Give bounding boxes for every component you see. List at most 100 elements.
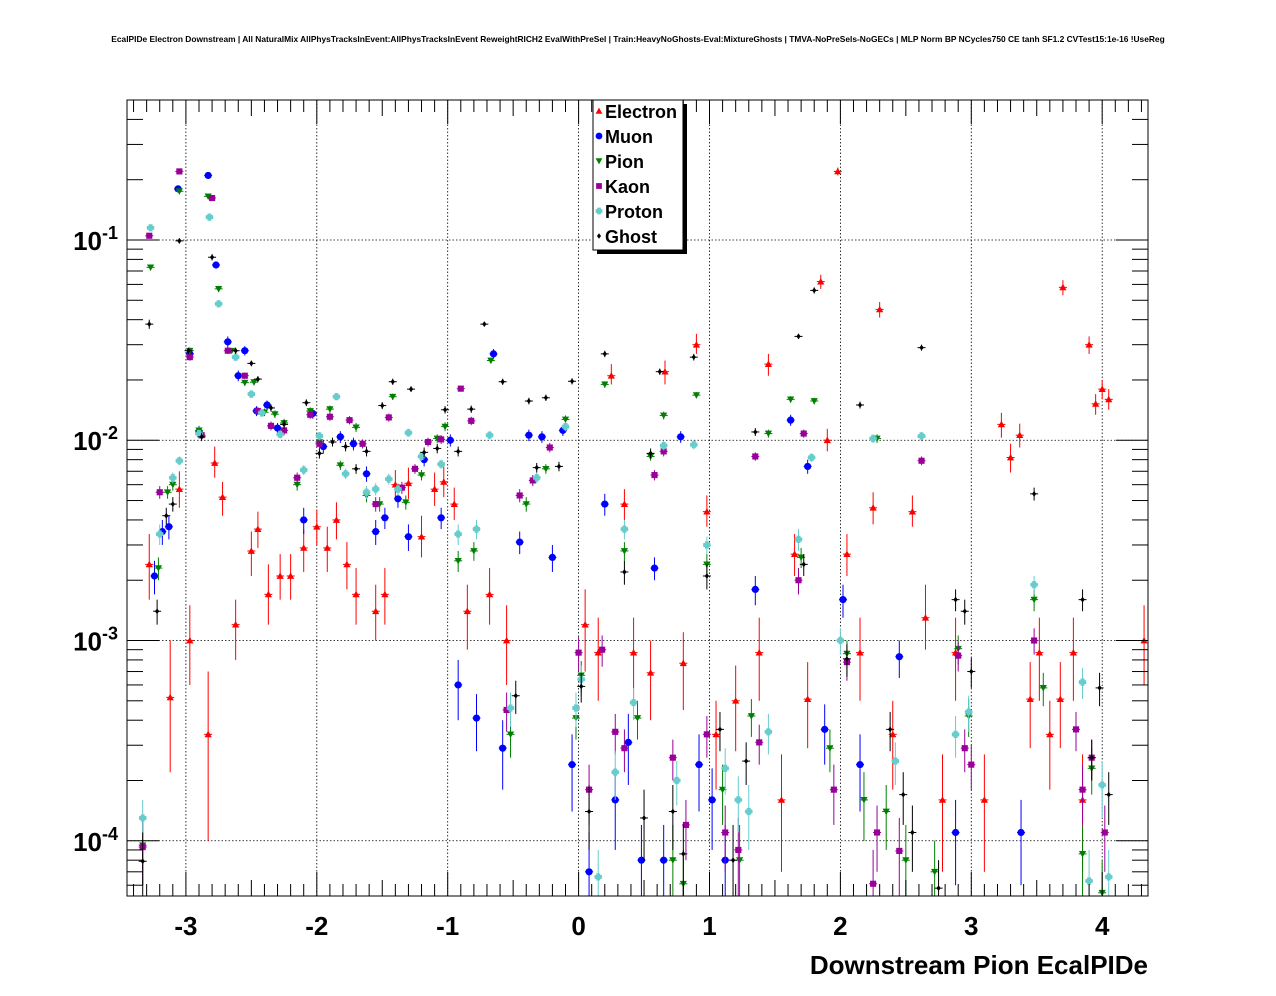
point-ghost [304, 399, 309, 406]
point-ghost [657, 368, 662, 375]
point-electron [876, 305, 884, 313]
point-kaon [651, 472, 658, 479]
point-proton [205, 213, 214, 221]
point-pion [163, 489, 172, 496]
point-electron [323, 544, 331, 551]
point-electron [247, 547, 255, 554]
point-kaon [703, 731, 710, 738]
point-ghost [482, 321, 487, 328]
point-electron [581, 621, 589, 628]
point-pion [718, 786, 727, 794]
point-ghost [641, 815, 647, 821]
point-pion [747, 713, 755, 720]
point-ghost [1097, 685, 1102, 691]
point-ghost [691, 354, 696, 361]
point-muon [787, 416, 795, 424]
point-kaon [267, 422, 275, 429]
point-ghost [1106, 791, 1111, 798]
point-ghost [622, 569, 627, 575]
point-ghost [704, 573, 710, 579]
point-pion [669, 857, 677, 864]
point-proton [620, 525, 629, 533]
point-proton [673, 776, 681, 785]
point-electron [703, 508, 711, 515]
point-muon [372, 527, 380, 536]
point-proton [794, 535, 803, 543]
point-muon [472, 714, 481, 722]
point-proton [156, 530, 164, 538]
point-proton [721, 764, 729, 772]
point-pion [487, 357, 495, 365]
point-kaon [385, 414, 392, 421]
point-pion [271, 411, 279, 418]
series-electron [145, 167, 1149, 872]
point-ghost [556, 463, 562, 470]
point-proton [734, 796, 742, 804]
legend-marker-ghost [596, 233, 602, 239]
point-pion [882, 808, 890, 816]
point-electron [732, 697, 740, 704]
point-kaon [918, 457, 925, 464]
point-proton [232, 353, 240, 361]
point-electron [463, 607, 471, 615]
point-pion [561, 416, 570, 424]
point-muon [362, 470, 371, 478]
point-proton [1078, 678, 1087, 686]
point-kaon [660, 448, 667, 455]
point-kaon [669, 754, 676, 761]
point-muon [751, 585, 759, 593]
point-ghost [442, 406, 448, 413]
y-tick-exponent: -3 [102, 624, 118, 644]
point-electron [300, 544, 308, 551]
point-ghost [330, 439, 335, 445]
point-pion [175, 188, 183, 195]
point-pion [326, 406, 334, 413]
point-muon [568, 761, 576, 769]
point-ghost [249, 360, 254, 367]
point-ghost [281, 421, 287, 428]
point-kaon [800, 430, 807, 437]
point-kaon [1079, 786, 1086, 793]
series-ghost [138, 237, 1113, 896]
point-proton [258, 409, 266, 417]
point-ghost [408, 386, 414, 393]
point-ghost [543, 394, 549, 401]
point-muon [624, 738, 632, 746]
point-muon [224, 338, 232, 346]
point-proton [561, 422, 570, 431]
point-proton [611, 768, 619, 776]
point-ghost [233, 347, 238, 354]
legend-label-muon: Muon [605, 127, 653, 147]
point-proton [175, 457, 183, 465]
x-tick-label: -2 [305, 911, 328, 941]
point-kaon [254, 407, 261, 415]
point-pion [215, 285, 223, 293]
point-ghost [887, 726, 893, 733]
point-muon [601, 500, 609, 508]
point-electron [232, 621, 240, 628]
point-muon [489, 350, 498, 358]
point-kaon [146, 232, 153, 239]
point-pion [454, 557, 462, 565]
y-tick-exponent: -4 [102, 824, 118, 844]
point-ghost [199, 433, 204, 440]
point-kaon [529, 477, 536, 484]
point-ghost [1080, 596, 1085, 603]
point-ghost [435, 445, 440, 452]
point-kaon [176, 168, 183, 175]
point-electron [440, 478, 448, 485]
y-tick-label: 10-3 [73, 624, 118, 657]
point-pion [241, 379, 249, 387]
point-kaon [503, 706, 510, 714]
point-ghost [569, 378, 575, 385]
point-pion [692, 392, 701, 399]
point-kaon [735, 846, 742, 854]
point-pion [633, 715, 642, 722]
point-ghost [753, 429, 758, 435]
point-ghost [812, 287, 817, 294]
point-electron [620, 500, 629, 507]
point-ghost [953, 596, 958, 603]
y-tick-exponent: -2 [102, 423, 118, 443]
point-proton [1030, 581, 1038, 589]
point-electron [843, 550, 851, 558]
